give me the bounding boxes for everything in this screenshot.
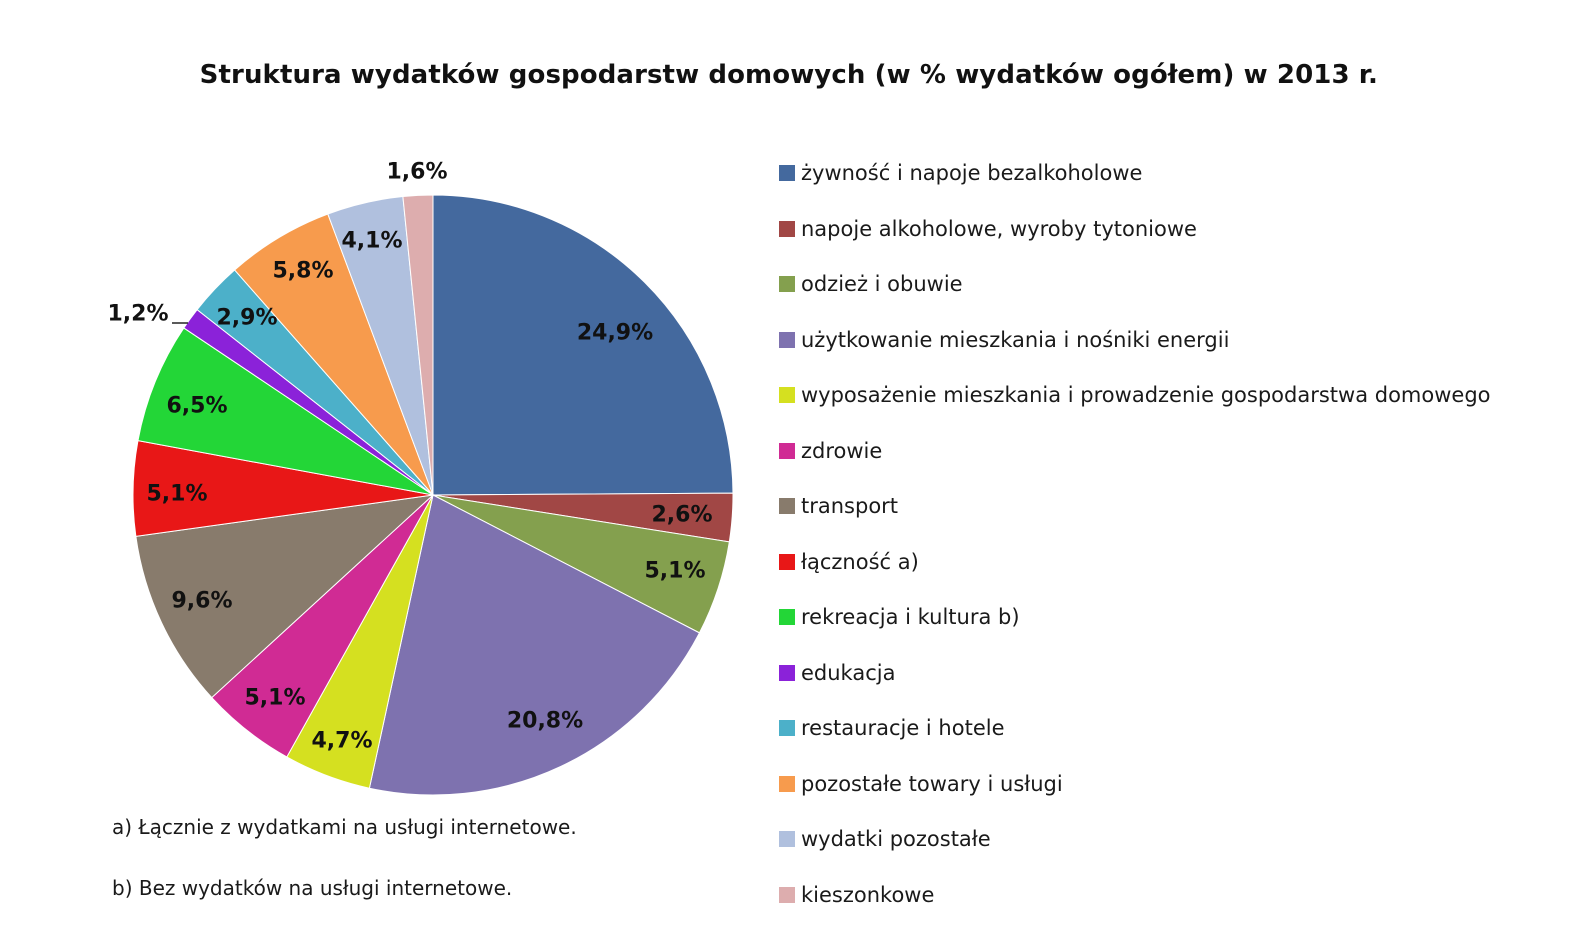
legend-swatch (779, 442, 795, 459)
legend-label: odzież i obuwie (801, 272, 963, 296)
pie-slice-zywnosc-i-napoje-bezalkoholowe (432, 194, 734, 496)
legend-label: wyposażenie mieszkania i prowadzenie gos… (801, 383, 1491, 407)
legend-item-wyposazenie-mieszkania-i-prowadzenie-gospodarstwa-domowego: wyposażenie mieszkania i prowadzenie gos… (779, 380, 1491, 410)
legend-item-uzytkowanie-mieszkania-i-nosniki-energii: użytkowanie mieszkania i nośniki energii (779, 325, 1229, 355)
slice-label-napoje-alkoholowe-wyroby-tytoniowe: 2,6% (651, 503, 712, 528)
legend-swatch (779, 609, 795, 625)
legend-item-transport: transport (779, 491, 898, 521)
slice-label-lacznosc-a: 5,1% (146, 482, 207, 507)
legend-item-kieszonkowe: kieszonkowe (779, 880, 934, 910)
slice-label-wyposazenie-mieszkania-i-prowadzenie-gospodarstwa-domowego: 4,7% (311, 729, 372, 754)
slice-label-wydatki-pozostale: 4,1% (341, 229, 402, 254)
legend-swatch (779, 664, 795, 681)
footnote-a: a) Łącznie z wydatkami na usługi interne… (112, 815, 577, 839)
legend-item-pozostale-towary-i-uslugi: pozostałe towary i usługi (779, 769, 1063, 799)
legend-swatch (779, 331, 795, 348)
legend-label: transport (801, 494, 899, 518)
legend-item-odziez-i-obuwie: odzież i obuwie (779, 269, 963, 299)
legend-swatch (779, 498, 795, 514)
legend-label: pozostałe towary i usługi (801, 771, 1063, 796)
legend-label: kieszonkowe (801, 882, 935, 907)
slice-label-uzytkowanie-mieszkania-i-nosniki-energii: 20,8% (507, 709, 583, 734)
legend-label: zdrowie (801, 438, 883, 463)
slice-label-pozostale-towary-i-uslugi: 5,8% (272, 259, 333, 284)
legend-label: edukacja (801, 660, 896, 685)
legend-item-napoje-alkoholowe-wyroby-tytoniowe: napoje alkoholowe, wyroby tytoniowe (779, 214, 1197, 244)
legend-label: rekreacja i kultura b) (801, 605, 1020, 629)
slice-label-edukacja: 1,2% (107, 302, 168, 327)
legend-label: wydatki pozostałe (801, 827, 991, 851)
legend-swatch (779, 775, 795, 792)
slice-label-restauracje-i-hotele: 2,9% (216, 306, 277, 331)
legend-item-wydatki-pozostale: wydatki pozostałe (779, 824, 991, 854)
slice-label-odziez-i-obuwie: 5,1% (644, 559, 705, 584)
slice-label-zdrowie: 5,1% (244, 686, 305, 711)
legend-item-zdrowie: zdrowie (779, 436, 882, 466)
slice-label-transport: 9,6% (171, 589, 232, 614)
legend-swatch (779, 720, 795, 736)
slice-label-kieszonkowe: 1,6% (386, 160, 447, 185)
legend-item-zywnosc-i-napoje-bezalkoholowe: żywność i napoje bezalkoholowe (779, 158, 1142, 188)
slice-label-rekreacja-i-kultura-b: 6,5% (166, 394, 227, 419)
legend-label: restauracje i hotele (801, 716, 1005, 740)
pie-slice-transport (135, 494, 435, 699)
chart-title: Struktura wydatków gospodarstw domowych … (199, 60, 1378, 90)
legend-label: łączność a) (801, 549, 919, 574)
legend-label: żywność i napoje bezalkoholowe (801, 161, 1143, 185)
legend-item-rekreacja-i-kultura-b: rekreacja i kultura b) (779, 602, 1020, 632)
pie-slice-uzytkowanie-mieszkania-i-nosniki-energii (368, 494, 701, 796)
legend-label: napoje alkoholowe, wyroby tytoniowe (801, 216, 1197, 241)
legend-item-lacznosc-a: łączność a) (779, 547, 919, 577)
legend-label: użytkowanie mieszkania i nośniki energii (801, 327, 1230, 352)
legend-item-restauracje-i-hotele: restauracje i hotele (779, 713, 1005, 743)
pie-slice-kieszonkowe (402, 194, 434, 496)
footnote-b: b) Bez wydatków na usługi internetowe. (112, 876, 513, 900)
legend-swatch (779, 831, 795, 847)
pie-slice-rekreacja-i-kultura-b (137, 327, 434, 496)
legend-swatch (779, 553, 795, 570)
slice-label-zywnosc-i-napoje-bezalkoholowe: 24,9% (577, 321, 653, 346)
legend-swatch (779, 220, 795, 237)
legend-swatch (779, 165, 795, 181)
legend-swatch (779, 387, 795, 403)
legend-item-edukacja: edukacja (779, 658, 895, 688)
legend-swatch (779, 886, 795, 903)
legend-swatch (779, 276, 795, 292)
